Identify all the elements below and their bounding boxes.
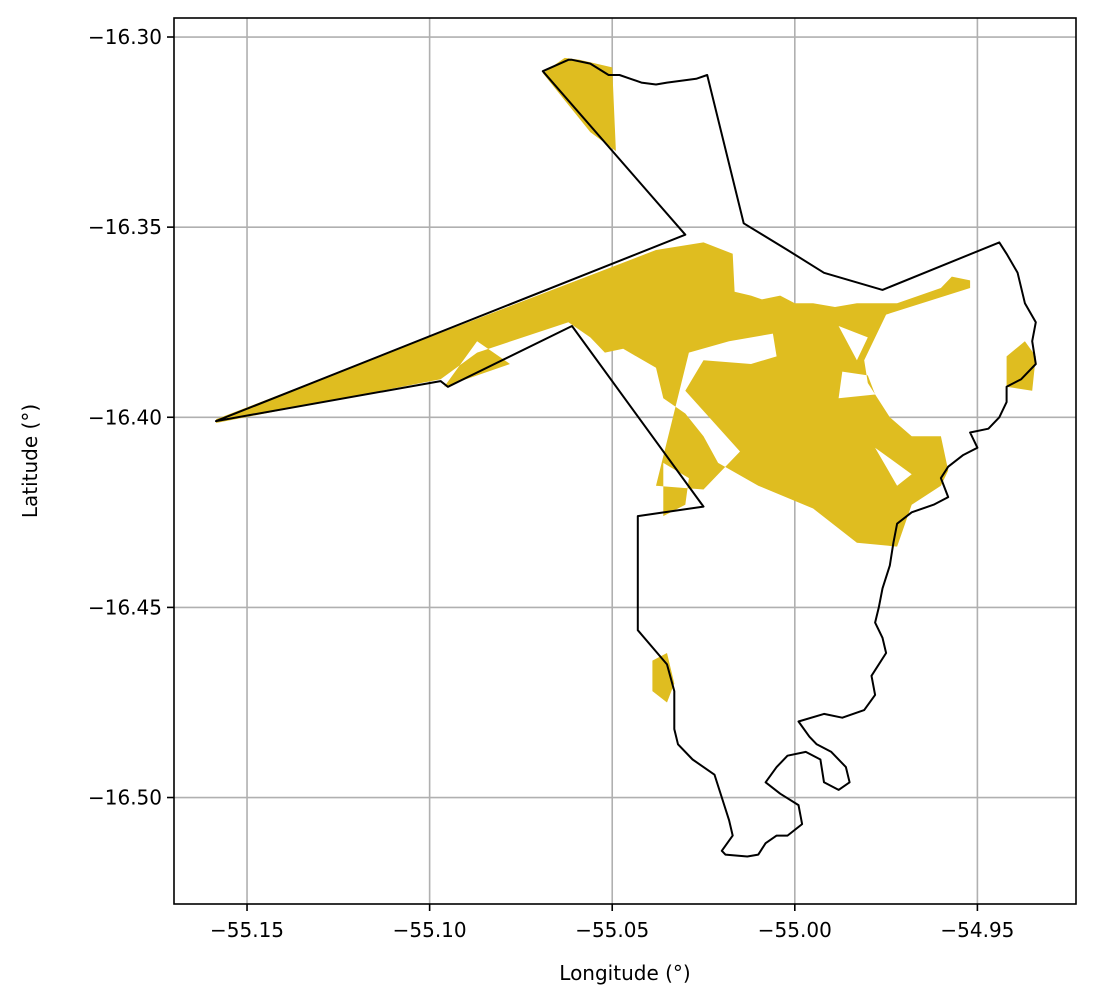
- boundary-outline: [215, 58, 1037, 858]
- axes-frame: [173, 17, 1077, 905]
- y-axis-label: Latitude (°): [18, 404, 42, 518]
- x-tick-label: −55.00: [758, 918, 832, 942]
- x-axis-label: Longitude (°): [559, 961, 690, 985]
- x-tick-label: −55.15: [210, 918, 284, 942]
- y-tick-label: −16.35: [88, 215, 162, 239]
- filled-region-layer: [216, 57, 1036, 703]
- y-tick-label: −16.50: [88, 786, 162, 810]
- x-tick-label: −55.10: [393, 918, 467, 942]
- y-axis-ticks: −16.30 −16.35 −16.40 −16.45 −16.50: [88, 25, 174, 810]
- y-tick-label: −16.30: [88, 25, 162, 49]
- boundary-outline-layer: [215, 58, 1037, 858]
- filled-region: [216, 57, 1036, 703]
- plot-area: [173, 17, 1077, 905]
- grid-lines: [174, 18, 1076, 904]
- x-tick-label: −54.95: [940, 918, 1014, 942]
- y-tick-label: −16.40: [88, 405, 162, 429]
- x-tick-label: −55.05: [575, 918, 649, 942]
- x-axis-ticks: −55.15 −55.10 −55.05 −55.00 −54.95: [210, 904, 1014, 942]
- y-tick-label: −16.45: [88, 595, 162, 619]
